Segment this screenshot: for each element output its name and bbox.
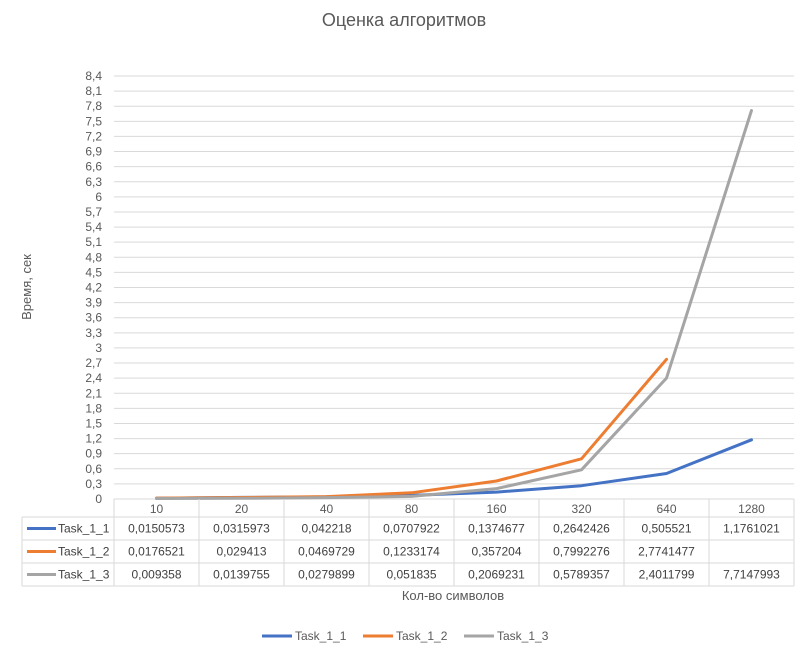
table-cell: 0,1233174 xyxy=(383,545,440,559)
y-tick-label: 6,6 xyxy=(85,160,102,174)
table-cell: 0,2069231 xyxy=(468,568,525,582)
data-table: 10 20 40 80 160 320 640 1280 Task_1_1 0,0150573 0,… xyxy=(21,499,795,587)
legend-label: Task_1_1 xyxy=(295,629,347,643)
table-row-header: Task_1_3 xyxy=(58,568,110,582)
series-line-task-1-3 xyxy=(155,109,753,500)
y-tick-label: 3,6 xyxy=(85,311,102,325)
y-tick-label: 7,8 xyxy=(85,99,102,113)
table-cell: 1,1761021 xyxy=(723,522,780,536)
legend-label: Task_1_2 xyxy=(396,629,448,643)
x-category-label: 160 xyxy=(486,502,506,516)
y-tick-label: 1,2 xyxy=(85,432,102,446)
x-category-label: 320 xyxy=(571,502,591,516)
table-cell: 0,7992276 xyxy=(553,545,610,559)
y-tick-label: 0 xyxy=(95,492,102,506)
y-tick-label: 8,4 xyxy=(85,69,102,83)
x-category-label: 640 xyxy=(656,502,676,516)
table-cell: 0,029413 xyxy=(216,545,266,559)
series-line-task-1-2 xyxy=(155,357,668,500)
table-cell: 0,0469729 xyxy=(298,545,355,559)
x-axis-title: Кол-во символов xyxy=(402,588,504,603)
y-tick-label: 4,8 xyxy=(85,250,102,264)
y-tick-label: 7,2 xyxy=(85,129,102,143)
y-tick-label: 3 xyxy=(95,341,102,355)
y-tick-label: 4,2 xyxy=(85,281,102,295)
legend: Task_1_1 Task_1_2 Task_1_3 xyxy=(262,629,549,643)
chart-title: Оценка алгоритмов xyxy=(322,10,486,30)
y-tick-label: 1,5 xyxy=(85,416,102,430)
table-cell: 2,7741477 xyxy=(638,545,695,559)
y-tick-label: 5,4 xyxy=(85,220,102,234)
table-cell: 0,0176521 xyxy=(128,545,185,559)
y-tick-label: 4,5 xyxy=(85,265,102,279)
y-axis-ticks: 00,30,60,91,21,51,82,12,42,733,33,63,94,… xyxy=(85,69,102,506)
y-tick-label: 5,1 xyxy=(85,235,102,249)
x-category-label: 1280 xyxy=(738,502,765,516)
y-tick-label: 6,3 xyxy=(85,175,102,189)
y-tick-label: 0,6 xyxy=(85,462,102,476)
series-lines xyxy=(155,109,753,500)
table-cell: 0,1374677 xyxy=(468,522,525,536)
x-category-label: 20 xyxy=(235,502,249,516)
y-tick-label: 1,8 xyxy=(85,401,102,415)
table-cell: 0,0279899 xyxy=(298,568,355,582)
y-tick-label: 6 xyxy=(95,190,102,204)
table-cell: 0,2642426 xyxy=(553,522,610,536)
table-row-header: Task_1_2 xyxy=(58,545,110,559)
y-tick-label: 0,9 xyxy=(85,447,102,461)
y-tick-label: 2,4 xyxy=(85,371,102,385)
table-cell: 0,051835 xyxy=(386,568,436,582)
y-tick-label: 5,7 xyxy=(85,205,102,219)
table-cell: 7,7147993 xyxy=(723,568,780,582)
y-axis-title: Время, сек xyxy=(19,254,34,320)
table-cell: 0,0150573 xyxy=(128,522,185,536)
x-category-label: 80 xyxy=(405,502,419,516)
y-tick-label: 6,9 xyxy=(85,145,102,159)
table-cell: 0,009358 xyxy=(131,568,181,582)
y-tick-label: 2,1 xyxy=(85,386,102,400)
table-row-header: Task_1_1 xyxy=(58,522,110,536)
table-cell: 0,5789357 xyxy=(553,568,610,582)
y-tick-label: 2,7 xyxy=(85,356,102,370)
table-cell: 0,0707922 xyxy=(383,522,440,536)
y-tick-label: 8,1 xyxy=(85,84,102,98)
gridlines xyxy=(114,75,794,500)
y-tick-label: 3,9 xyxy=(85,296,102,310)
table-cell: 2,4011799 xyxy=(639,568,695,582)
table-cell: 0,0139755 xyxy=(213,568,270,582)
y-tick-label: 0,3 xyxy=(85,477,102,491)
x-category-label: 40 xyxy=(320,502,334,516)
table-cell: 0,0315973 xyxy=(213,522,270,536)
y-tick-label: 7,5 xyxy=(85,114,102,128)
table-cell: 0,042218 xyxy=(301,522,351,536)
y-tick-label: 3,3 xyxy=(85,326,102,340)
legend-label: Task_1_3 xyxy=(497,629,549,643)
table-cell: 0,505521 xyxy=(641,522,691,536)
table-cell: 0,357204 xyxy=(471,545,521,559)
x-category-label: 10 xyxy=(150,502,164,516)
